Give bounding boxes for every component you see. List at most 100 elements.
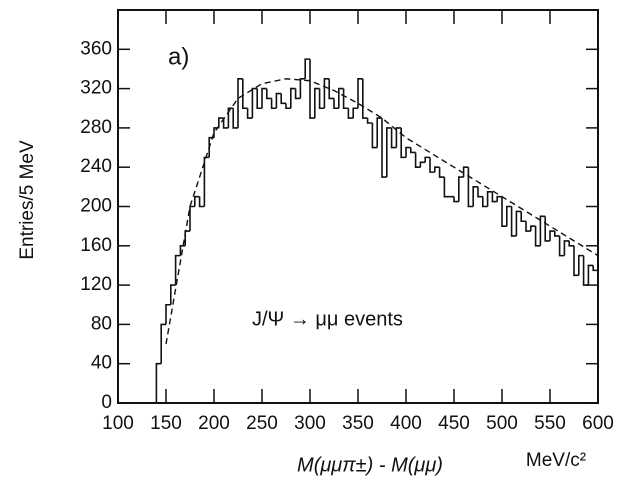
histogram-bin xyxy=(592,265,598,272)
histogram-bin xyxy=(414,152,421,168)
histogram-bin xyxy=(266,88,272,100)
histogram-bin xyxy=(328,78,334,100)
y-tick-label: 160 xyxy=(80,235,112,256)
histogram-bin xyxy=(453,196,459,203)
histogram-bin xyxy=(318,88,325,110)
histogram-bin xyxy=(165,303,171,325)
histogram-bin xyxy=(294,88,301,100)
histogram-bin xyxy=(314,87,320,119)
histogram-bin xyxy=(242,78,248,110)
histogram-bin xyxy=(357,77,363,109)
histogram-bin xyxy=(400,127,406,159)
x-tick-label: 600 xyxy=(582,413,614,434)
histogram-bin xyxy=(155,362,162,403)
histogram-bin xyxy=(419,161,426,168)
histogram-bin xyxy=(573,245,579,277)
histogram-bin xyxy=(510,206,517,237)
histogram-bin xyxy=(539,215,546,246)
histogram-bin xyxy=(174,254,181,286)
histogram-bin xyxy=(323,77,330,109)
histogram-bin xyxy=(386,127,392,178)
histogram-bin xyxy=(275,92,282,109)
histogram-bin xyxy=(194,195,200,207)
histogram-bin xyxy=(477,186,483,198)
y-tick-label: 80 xyxy=(91,313,112,334)
histogram-bin xyxy=(482,196,488,208)
y-tick-label: 0 xyxy=(101,392,112,413)
y-tick-label: 120 xyxy=(80,274,112,295)
histogram-bin xyxy=(491,191,498,203)
histogram-bin xyxy=(309,59,315,119)
histogram-bin xyxy=(578,254,584,276)
histogram-bin xyxy=(544,216,550,242)
histogram-bin xyxy=(160,323,166,364)
x-axis-label: M(μμπ±) - M(μμ) xyxy=(297,454,443,476)
histogram-bin xyxy=(366,118,373,124)
histogram-bin xyxy=(534,226,541,247)
histogram-bin xyxy=(280,93,286,105)
histogram-bin xyxy=(486,190,493,207)
histogram-bin xyxy=(554,231,560,237)
histogram-bin xyxy=(410,147,416,154)
histogram-bin xyxy=(222,118,229,129)
histogram-bin xyxy=(549,230,555,241)
x-tick-label: 350 xyxy=(342,413,374,434)
histogram-bin xyxy=(285,103,291,110)
histogram-bin xyxy=(203,156,210,207)
histogram-bin xyxy=(520,211,526,223)
x-tick-label: 200 xyxy=(198,413,230,434)
histogram-bin xyxy=(218,117,224,128)
histogram-bin xyxy=(352,107,358,119)
x-tick-label: 450 xyxy=(438,413,470,434)
histogram-bin xyxy=(261,87,267,109)
y-axis-label: Entries/5 MeV xyxy=(17,140,38,260)
histogram-bin xyxy=(582,255,589,286)
histogram-bin xyxy=(290,87,296,109)
histogram-bin xyxy=(424,156,430,163)
histogram-bin xyxy=(381,118,387,178)
histogram-bin xyxy=(458,176,464,202)
annotation: J/Ψ → μμ events xyxy=(252,308,403,330)
histogram-bin xyxy=(237,77,243,128)
histogram-bin xyxy=(395,127,402,148)
x-tick-label: 550 xyxy=(534,413,566,434)
y-tick-label: 360 xyxy=(80,38,112,59)
histogram-bin xyxy=(227,107,234,128)
histogram-bin xyxy=(429,157,435,173)
histogram-bin xyxy=(304,58,310,79)
histogram-bin xyxy=(558,235,565,257)
histogram-bin xyxy=(438,167,445,178)
y-tick-label: 320 xyxy=(80,78,112,99)
histogram-bin xyxy=(170,284,176,305)
histogram-bin xyxy=(179,245,186,256)
histogram-bin xyxy=(568,240,574,247)
histogram-bin xyxy=(530,225,536,232)
histogram-bin xyxy=(246,108,253,119)
x-tick-label: 250 xyxy=(246,413,278,434)
y-tick-label: 240 xyxy=(80,156,112,177)
histogram-bin xyxy=(362,78,368,119)
histogram-bin xyxy=(198,196,205,208)
histogram-bin xyxy=(256,88,262,110)
x-tick-label: 100 xyxy=(102,413,134,434)
histogram-bin xyxy=(347,108,354,119)
histogram-bin xyxy=(390,127,397,149)
histogram-bin xyxy=(338,87,344,109)
histogram-bin xyxy=(525,221,531,232)
histogram-bin xyxy=(467,167,474,208)
histogram-bin xyxy=(333,98,339,110)
panel-label: a) xyxy=(168,43,189,70)
x-tick-label: 150 xyxy=(150,413,182,434)
histogram-bin xyxy=(563,240,570,256)
histogram-bin xyxy=(405,146,411,158)
histogram-bin xyxy=(189,205,195,232)
histogram-bin xyxy=(515,210,522,236)
x-axis-unit: MeV/c² xyxy=(526,450,586,471)
histogram-bin xyxy=(251,87,258,119)
histogram-bin xyxy=(587,264,594,286)
histogram-bin xyxy=(371,122,378,149)
x-tick-label: 400 xyxy=(390,413,422,434)
x-tick-label: 300 xyxy=(294,413,326,434)
y-tick-label: 40 xyxy=(91,353,112,374)
